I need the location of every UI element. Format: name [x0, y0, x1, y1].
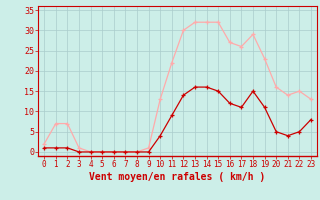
X-axis label: Vent moyen/en rafales ( km/h ): Vent moyen/en rafales ( km/h ) — [90, 172, 266, 182]
